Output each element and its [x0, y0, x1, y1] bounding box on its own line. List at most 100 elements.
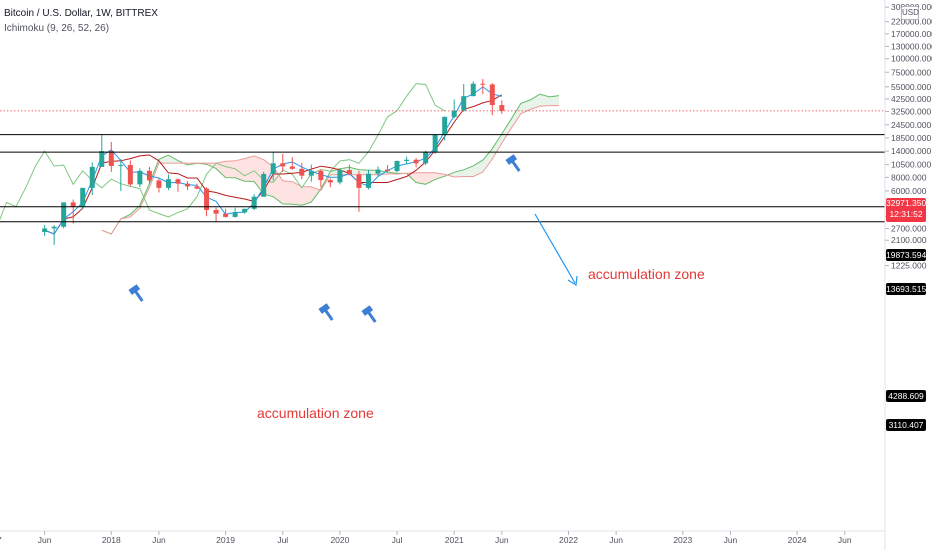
cloud-segment	[549, 95, 559, 106]
candle-body	[108, 151, 114, 166]
senkou-span-b	[101, 105, 559, 235]
cloud-segment	[301, 186, 312, 206]
candle-body	[394, 160, 400, 172]
candle-body	[413, 159, 419, 164]
candle-body	[423, 151, 429, 164]
candle-body	[470, 83, 476, 97]
hammer-handle	[511, 160, 521, 172]
candle-body	[499, 105, 505, 111]
cloud-segment	[473, 160, 483, 177]
chart-title: Bitcoin / U.S. Dollar, 1W, BITTREX	[4, 8, 158, 19]
candle-body	[375, 169, 381, 174]
candle-body	[385, 169, 391, 172]
cloud-segment	[530, 94, 540, 110]
y-tick-label: 170000.000	[891, 29, 932, 39]
candle-body	[70, 202, 76, 207]
candle-body	[80, 187, 86, 207]
bar-countdown: 12:31:52	[889, 209, 923, 219]
projection-arrow-line	[534, 213, 576, 284]
y-tick-label: 220000.000	[891, 17, 932, 27]
y-tick-label: 6000.000	[891, 186, 927, 196]
candle-body	[42, 228, 48, 233]
y-tick-label: 100000.000	[891, 54, 932, 64]
x-tick-label: 2021	[445, 535, 464, 545]
cloud-segment	[501, 118, 512, 144]
candle-body	[99, 151, 105, 167]
y-tick-label: 8000.000	[891, 172, 927, 182]
time-axis[interactable]: 17 Jun 2018 Jun 2019 Jul 2020 Jul 2021 Jun 2022 Jun…	[0, 530, 885, 545]
y-tick-label: 14000.000	[891, 146, 931, 156]
x-tick-label: Jun	[152, 535, 166, 545]
cloud-segment	[492, 133, 502, 160]
x-tick-label: 2024	[788, 535, 807, 545]
current-price-value: 32971.350	[886, 198, 927, 208]
cloud-segment	[425, 172, 436, 185]
x-tick-label: 2019	[216, 535, 235, 545]
annotation-marks	[128, 154, 578, 323]
hammer-icon	[505, 154, 521, 172]
hammer-handle	[324, 309, 334, 321]
candle-body	[280, 163, 286, 167]
candle-body	[242, 208, 248, 213]
cloud-segment	[539, 94, 550, 107]
candle-body	[146, 170, 152, 181]
cloud-segment	[168, 155, 178, 164]
cloud-segment	[482, 148, 493, 173]
level-tag-1: 19873.594	[886, 249, 927, 261]
currency-button[interactable]: USD	[901, 6, 919, 20]
hammer-icon	[318, 303, 334, 321]
hammer-head	[128, 284, 141, 295]
current-price-tag: 32971.350 12:31:52	[886, 198, 926, 222]
x-tick-label: Jun	[838, 535, 852, 545]
candle-body	[365, 173, 371, 188]
candle-body	[480, 83, 486, 85]
x-tick-label: Jun	[724, 535, 738, 545]
indicator-label[interactable]: Ichimoku (9, 26, 52, 26)	[4, 23, 110, 34]
y-tick-label: 55000.000	[891, 82, 931, 92]
y-tick-label: 24500.000	[891, 120, 931, 130]
y-tick-label: 2700.000	[891, 223, 927, 233]
candle-body	[232, 212, 238, 217]
candle-body	[165, 179, 171, 188]
cloud-segment	[463, 165, 474, 177]
candle-body	[127, 165, 133, 185]
annotation-lower: accumulation zone	[257, 405, 374, 421]
cloud-segment	[454, 169, 464, 177]
candle-body	[156, 180, 162, 188]
projection-arrow-head	[567, 275, 578, 287]
price-axis[interactable]: 300000.000220000.000170000.000130000.000…	[884, 0, 932, 550]
hammer-head	[505, 154, 518, 165]
candle-body	[194, 186, 200, 189]
annotation-upper: accumulation zone	[588, 266, 705, 282]
candle-body	[432, 135, 438, 152]
y-tick-label: 75000.000	[891, 67, 931, 77]
candle-body	[451, 110, 457, 117]
candle-body	[442, 116, 448, 136]
hammer-head	[361, 305, 374, 316]
ichimoku-lines	[0, 83, 560, 235]
y-tick-label: 1225.000	[891, 261, 927, 271]
horizontal-levels	[0, 110, 885, 223]
candle-body	[223, 213, 229, 217]
x-tick-label: 2018	[102, 535, 121, 545]
candle-body	[185, 183, 190, 187]
candle-body	[61, 202, 67, 227]
cloud-segment	[416, 172, 426, 185]
hammer-icon	[128, 284, 144, 302]
x-tick-label: Jun	[38, 535, 52, 545]
candle-body	[346, 170, 352, 175]
candle-body	[270, 163, 276, 175]
candle-body	[51, 226, 57, 229]
cloud-segment	[273, 166, 283, 204]
x-tick-label: Jul	[277, 535, 288, 545]
candlesticks	[42, 79, 505, 245]
candle-body	[204, 188, 210, 210]
level-tag-2: 13693.515	[886, 283, 927, 295]
candle-body	[461, 96, 467, 111]
cloud-segment	[292, 181, 302, 206]
y-tick-label: 18500.000	[891, 133, 931, 143]
ichimoku-cloud	[101, 94, 559, 234]
candle-body	[356, 174, 362, 188]
cloud-segment	[235, 158, 245, 182]
